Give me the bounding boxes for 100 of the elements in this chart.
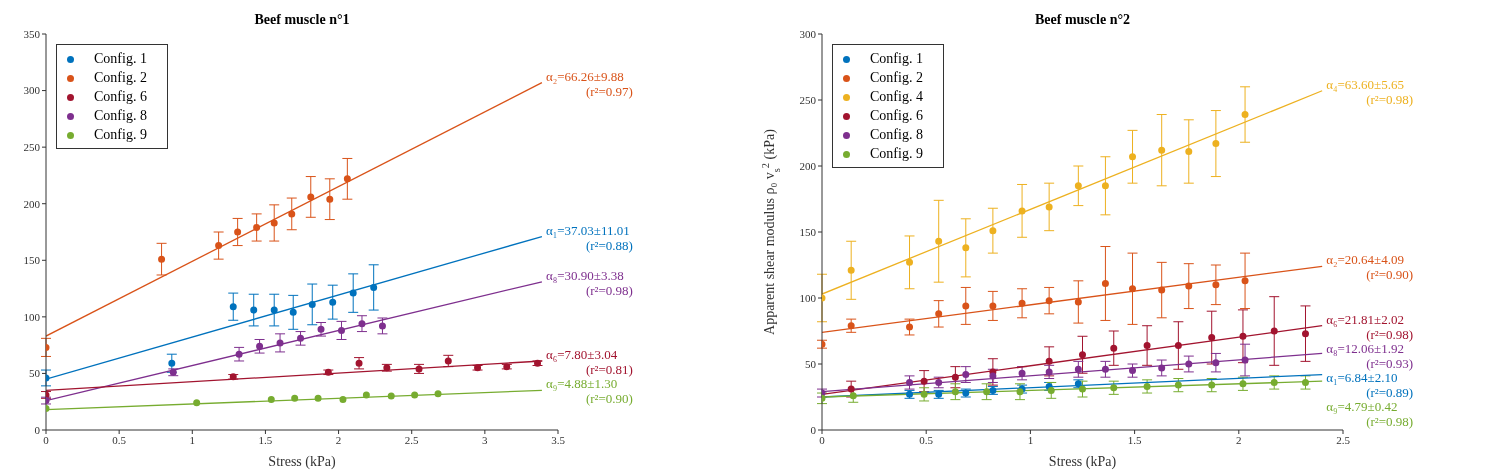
x-tick-label: 2 <box>335 433 342 446</box>
point <box>1110 344 1118 352</box>
x-tick-label: 0 <box>819 433 826 446</box>
point <box>256 342 264 350</box>
x-tick-label: 2.5 <box>404 433 420 446</box>
point <box>920 377 928 385</box>
point <box>1101 182 1109 190</box>
y-tick-label: 200 <box>23 197 41 210</box>
legend-label: Config. 1 <box>870 51 923 66</box>
point <box>1074 298 1082 306</box>
legend-label: Config. 2 <box>94 70 147 85</box>
chart-title: Beef muscle n°1 <box>253 12 351 28</box>
point <box>378 322 386 330</box>
point <box>1079 385 1086 393</box>
y-tick-label: 300 <box>799 27 817 40</box>
x-tick-label: 0 <box>43 433 50 446</box>
point <box>847 385 855 393</box>
point <box>1208 381 1216 389</box>
point <box>370 283 378 291</box>
point <box>411 391 419 399</box>
point <box>1241 111 1249 119</box>
legend-label: Config. 8 <box>870 127 923 142</box>
point <box>276 339 284 347</box>
point <box>1185 282 1193 290</box>
point <box>989 302 997 310</box>
point <box>1270 378 1278 386</box>
legend-label: Config. 4 <box>870 89 923 104</box>
point <box>215 242 223 250</box>
x-tick-label: 2.5 <box>1336 433 1351 446</box>
point <box>339 395 347 403</box>
point <box>1208 334 1216 342</box>
point <box>235 350 243 358</box>
x-tick-label: 2 <box>1236 433 1242 446</box>
point <box>326 195 334 203</box>
point <box>270 306 278 314</box>
point <box>906 323 914 331</box>
legend-label: Config. 6 <box>870 108 923 123</box>
point <box>234 228 242 236</box>
point <box>307 193 315 201</box>
point <box>1045 357 1053 365</box>
point <box>1018 207 1026 215</box>
point <box>849 392 857 400</box>
point <box>1101 279 1109 287</box>
x-axis-title: Stress (kPa) <box>268 454 336 470</box>
x-tick-label: 3 <box>482 433 489 446</box>
point <box>1074 182 1082 190</box>
point <box>297 334 305 342</box>
point <box>349 289 357 297</box>
x-tick-label: 0.5 <box>919 433 934 446</box>
point <box>1101 365 1109 373</box>
point <box>1045 297 1053 305</box>
y-tick-label: 250 <box>799 93 817 106</box>
point <box>338 326 345 334</box>
point <box>362 391 370 399</box>
y-tick-label: 200 <box>799 159 817 172</box>
point <box>358 320 366 328</box>
series-label: α₆=21.81±2.02 (r²=0.98) <box>1326 311 1414 342</box>
point <box>951 373 959 381</box>
y-tick-label: 150 <box>799 225 817 238</box>
point <box>906 378 914 386</box>
y-tick-label: 250 <box>23 141 41 154</box>
point <box>329 298 337 306</box>
point <box>343 175 351 183</box>
x-tick-label: 3.5 <box>551 433 566 446</box>
legend-label: Config. 2 <box>870 70 923 85</box>
point <box>847 322 855 330</box>
series-label: α₉=4.88±1.30 (r²=0.90) <box>545 376 633 407</box>
point <box>847 266 855 274</box>
point <box>270 219 278 227</box>
point <box>1143 342 1151 350</box>
point <box>253 223 261 231</box>
series-label: α₄=63.60±5.65 (r²=0.98) <box>1326 76 1414 107</box>
point <box>1158 146 1166 154</box>
point <box>387 392 395 400</box>
point <box>1018 369 1026 377</box>
point <box>168 359 176 367</box>
series-label: α₂=20.64±4.09 (r²=0.90) <box>1326 252 1414 283</box>
legend-label: Config. 9 <box>94 127 147 142</box>
point <box>1079 351 1086 359</box>
y-tick-label: 50 <box>29 367 41 380</box>
point <box>1270 327 1278 335</box>
legend-label: Config. 9 <box>870 146 923 161</box>
point <box>906 258 914 266</box>
y-tick-label: 300 <box>23 84 41 97</box>
x-tick-label: 1.5 <box>1127 433 1142 446</box>
point <box>1018 299 1026 307</box>
point <box>989 372 997 380</box>
point <box>1143 382 1151 390</box>
point <box>317 325 325 333</box>
x-tick-label: 0.5 <box>112 433 127 446</box>
point <box>1185 147 1193 155</box>
point <box>158 255 166 263</box>
chart-title: Beef muscle n°2 <box>1034 12 1131 28</box>
point <box>962 302 970 310</box>
point <box>1110 384 1118 392</box>
y-tick-label: 100 <box>799 291 817 304</box>
point <box>1045 368 1053 376</box>
point <box>920 390 928 398</box>
point <box>1239 332 1247 340</box>
point <box>962 244 970 252</box>
